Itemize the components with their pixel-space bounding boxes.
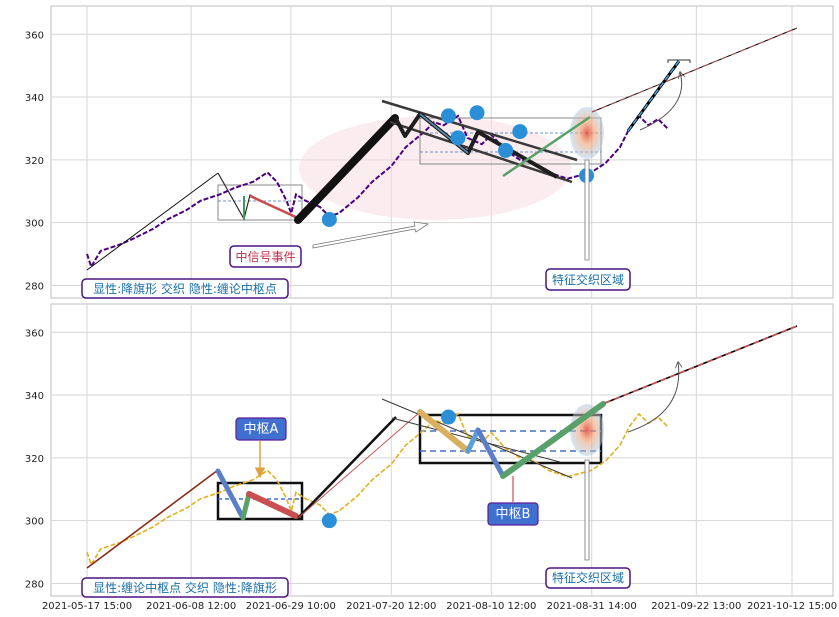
x-tick-label: 2021-08-10 12:00: [446, 601, 536, 612]
svg-text:显性:缠论中枢点 交织 隐性:降旗形: 显性:缠论中枢点 交织 隐性:降旗形: [93, 580, 277, 595]
top-projection-bracket: [667, 59, 691, 63]
x-tick-label: 2021-09-22 13:00: [651, 601, 741, 612]
pivot-node: [440, 108, 456, 124]
pivot-node: [450, 130, 466, 146]
top-y-tick-labels: 280 300 320 340 360: [25, 30, 44, 292]
pivot-node: [321, 513, 337, 529]
x-tick-label: 2021-06-29 10:00: [246, 601, 336, 612]
top-extension-dash: [591, 27, 798, 113]
bottom-caption-label: 显性:缠论中枢点 交织 隐性:降旗形: [81, 577, 289, 598]
top-pivot-box-1: [217, 184, 303, 221]
bottom-up-leg: [297, 416, 397, 519]
x-axis-tick-labels: 2021-05-17 15:00 2021-06-08 12:00 2021-06-…: [42, 601, 837, 612]
y-tick-label: 280: [25, 579, 44, 590]
bottom-red-leg-1: [246, 491, 299, 519]
y-tick-label: 320: [25, 156, 44, 167]
top-trend-line-1: [86, 172, 219, 271]
y-tick-label: 300: [25, 219, 44, 230]
bottom-pivot-a-label: 中枢A: [235, 417, 287, 441]
top-region-pointer-shaft: [584, 159, 590, 261]
bottom-region-pointer-shaft: [584, 459, 590, 561]
pivot-node: [321, 212, 337, 228]
y-tick-label: 360: [25, 30, 44, 41]
top-curved-arrow: [639, 72, 682, 131]
y-tick-label: 280: [25, 281, 44, 292]
pivot-node: [440, 409, 456, 425]
y-tick-label: 360: [25, 328, 44, 339]
svg-text:特征交织区域: 特征交织区域: [552, 272, 624, 287]
bottom-tan-leg: [417, 409, 471, 454]
svg-text:中枢A: 中枢A: [244, 422, 279, 437]
bottom-pivot-b-label: 中枢B: [487, 502, 539, 526]
pivot-node: [512, 124, 528, 140]
bottom-panel: 280 300 320 340 360 中枢A: [25, 303, 834, 598]
top-red-leg: [249, 194, 299, 220]
svg-text:中枢B: 中枢B: [496, 507, 531, 522]
top-hollow-arrow: [312, 221, 430, 249]
bottom-pivot-nodes: [321, 409, 456, 529]
y-tick-label: 340: [25, 93, 44, 104]
bottom-panel-frame: [50, 303, 834, 597]
x-tick-label: 2021-08-31 14:00: [547, 601, 637, 612]
pivot-node: [498, 142, 514, 158]
top-event-label: 中信号事件: [229, 245, 302, 268]
bottom-price-line: [86, 412, 669, 567]
bottom-region-label: 特征交织区域: [545, 567, 631, 589]
pivot-node: [469, 105, 485, 121]
top-projection-dash: [627, 60, 680, 132]
top-channel-lower: [389, 120, 573, 184]
bottom-blue-leg-1: [215, 468, 246, 521]
top-region-label: 特征交织区域: [545, 268, 631, 291]
top-panel: 280 300 320 340 360: [25, 5, 834, 299]
top-caption-label: 显性:降旗形 交织 隐性:缠论中枢点: [81, 278, 289, 299]
x-tick-label: 2021-06-08 12:00: [146, 601, 236, 612]
bottom-green-rise: [500, 401, 606, 479]
bottom-extension-dash: [604, 325, 798, 404]
bottom-y-tick-labels: 280 300 320 340 360: [25, 328, 44, 590]
bottom-red-thin-up: [297, 411, 421, 519]
x-tick-label: 2021-10-12 15:00: [747, 601, 837, 612]
svg-text:显性:降旗形 交织 隐性:缠论中枢点: 显性:降旗形 交织 隐性:缠论中枢点: [93, 281, 277, 296]
x-tick-label: 2021-07-20 12:00: [346, 601, 436, 612]
bottom-blue-leg-2: [465, 427, 481, 454]
bottom-blue-leg-3: [475, 427, 506, 479]
top-green-rise: [502, 115, 591, 178]
svg-text:中信号事件: 中信号事件: [235, 249, 295, 264]
bottom-trend-line-1: [86, 469, 219, 569]
bottom-feature-region-blob: [570, 404, 604, 456]
bottom-channel-upper: [381, 398, 573, 479]
top-blue-leg: [419, 113, 469, 154]
y-tick-label: 300: [25, 517, 44, 528]
y-tick-label: 340: [25, 391, 44, 402]
y-tick-label: 320: [25, 454, 44, 465]
bottom-green-leg-1: [240, 491, 252, 521]
svg-text:特征交织区域: 特征交织区域: [552, 570, 624, 585]
top-feature-region-blob: [570, 107, 604, 159]
x-tick-label: 2021-05-17 15:00: [42, 601, 132, 612]
top-thick-up-leg: [294, 114, 399, 224]
bottom-pivot-box-a: [216, 481, 304, 521]
top-channel-upper: [381, 99, 578, 162]
bottom-curved-arrow: [627, 362, 679, 433]
